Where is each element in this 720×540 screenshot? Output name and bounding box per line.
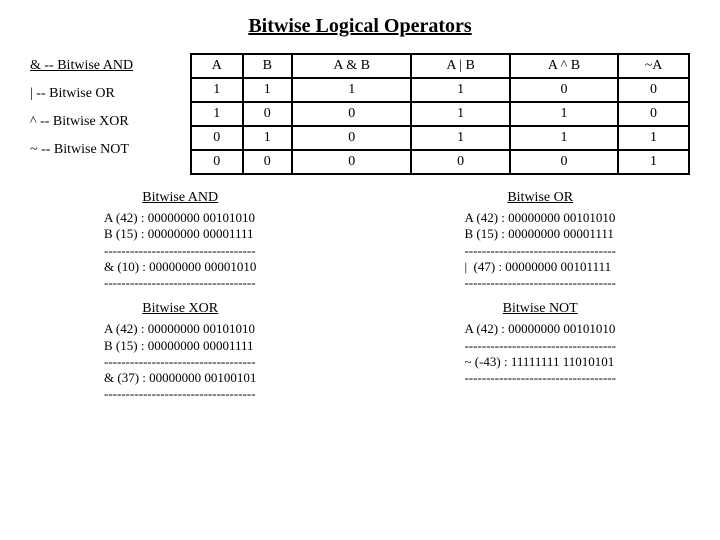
example-line: ----------------------------------- <box>464 370 616 386</box>
th: B <box>243 54 293 78</box>
example-line: ----------------------------------- <box>464 243 616 259</box>
example-line: & (37) : 00000000 00100101 <box>104 370 256 386</box>
example-title: Bitwise AND <box>104 190 256 206</box>
example-line: ----------------------------------- <box>464 338 616 354</box>
example-or: Bitwise OR A (42) : 00000000 00101010 B … <box>464 190 616 291</box>
examples-right-col: Bitwise OR A (42) : 00000000 00101010 B … <box>464 190 616 403</box>
example-line: ----------------------------------- <box>104 275 256 291</box>
example-line: & (10) : 00000000 00001010 <box>104 259 256 275</box>
example-line: B (15) : 00000000 00001111 <box>104 226 256 242</box>
td: 0 <box>510 78 618 102</box>
td: 0 <box>411 150 510 174</box>
td: 1 <box>510 102 618 126</box>
th: A & B <box>292 54 411 78</box>
td: 1 <box>411 78 510 102</box>
example-and: Bitwise AND A (42) : 00000000 00101010 B… <box>104 190 256 291</box>
example-line: ----------------------------------- <box>104 354 256 370</box>
example-line: ----------------------------------- <box>104 243 256 259</box>
table-row: 0 0 0 0 0 1 <box>191 150 689 174</box>
td: 0 <box>191 126 243 150</box>
operator-legend: & -- Bitwise AND | -- Bitwise OR ^ -- Bi… <box>30 53 170 175</box>
page-title: Bitwise Logical Operators <box>30 15 690 38</box>
example-title: Bitwise OR <box>464 190 616 206</box>
example-line: | (47) : 00000000 00101111 <box>464 259 616 275</box>
example-title: Bitwise NOT <box>464 301 616 317</box>
example-line: A (42) : 00000000 00101010 <box>104 210 256 226</box>
example-line: A (42) : 00000000 00101010 <box>464 321 616 337</box>
example-line: ----------------------------------- <box>104 386 256 402</box>
example-title: Bitwise XOR <box>104 301 256 317</box>
example-line: B (15) : 00000000 00001111 <box>464 226 616 242</box>
th: A <box>191 54 243 78</box>
examples-left-col: Bitwise AND A (42) : 00000000 00101010 B… <box>104 190 256 403</box>
td: 1 <box>411 102 510 126</box>
example-line: A (42) : 00000000 00101010 <box>104 321 256 337</box>
td: 0 <box>618 102 689 126</box>
td: 0 <box>510 150 618 174</box>
th: A ^ B <box>510 54 618 78</box>
td: 1 <box>191 78 243 102</box>
legend-xor: ^ -- Bitwise XOR <box>30 114 170 130</box>
td: 1 <box>618 126 689 150</box>
td: 1 <box>618 150 689 174</box>
table-row: 0 1 0 1 1 1 <box>191 126 689 150</box>
top-section: & -- Bitwise AND | -- Bitwise OR ^ -- Bi… <box>30 53 690 175</box>
example-xor: Bitwise XOR A (42) : 00000000 00101010 B… <box>104 301 256 402</box>
table-header-row: A B A & B A | B A ^ B ~A <box>191 54 689 78</box>
legend-or: | -- Bitwise OR <box>30 86 170 102</box>
td: 1 <box>243 78 293 102</box>
td: 1 <box>411 126 510 150</box>
td: 0 <box>292 102 411 126</box>
td: 1 <box>191 102 243 126</box>
table-row: 1 1 1 1 0 0 <box>191 78 689 102</box>
table-row: 1 0 0 1 1 0 <box>191 102 689 126</box>
example-line: B (15) : 00000000 00001111 <box>104 338 256 354</box>
td: 1 <box>510 126 618 150</box>
truth-table: A B A & B A | B A ^ B ~A 1 1 1 1 0 0 1 0… <box>190 53 690 175</box>
td: 1 <box>243 126 293 150</box>
td: 0 <box>292 150 411 174</box>
legend-and: & -- Bitwise AND <box>30 58 170 74</box>
example-line: ----------------------------------- <box>464 275 616 291</box>
th: ~A <box>618 54 689 78</box>
td: 0 <box>292 126 411 150</box>
example-line: A (42) : 00000000 00101010 <box>464 210 616 226</box>
td: 0 <box>618 78 689 102</box>
examples-section: Bitwise AND A (42) : 00000000 00101010 B… <box>30 190 690 403</box>
td: 0 <box>191 150 243 174</box>
th: A | B <box>411 54 510 78</box>
td: 0 <box>243 150 293 174</box>
td: 1 <box>292 78 411 102</box>
td: 0 <box>243 102 293 126</box>
example-line: ~ (-43) : 11111111 11010101 <box>464 354 616 370</box>
example-not: Bitwise NOT A (42) : 00000000 00101010 -… <box>464 301 616 386</box>
legend-not: ~ -- Bitwise NOT <box>30 142 170 158</box>
